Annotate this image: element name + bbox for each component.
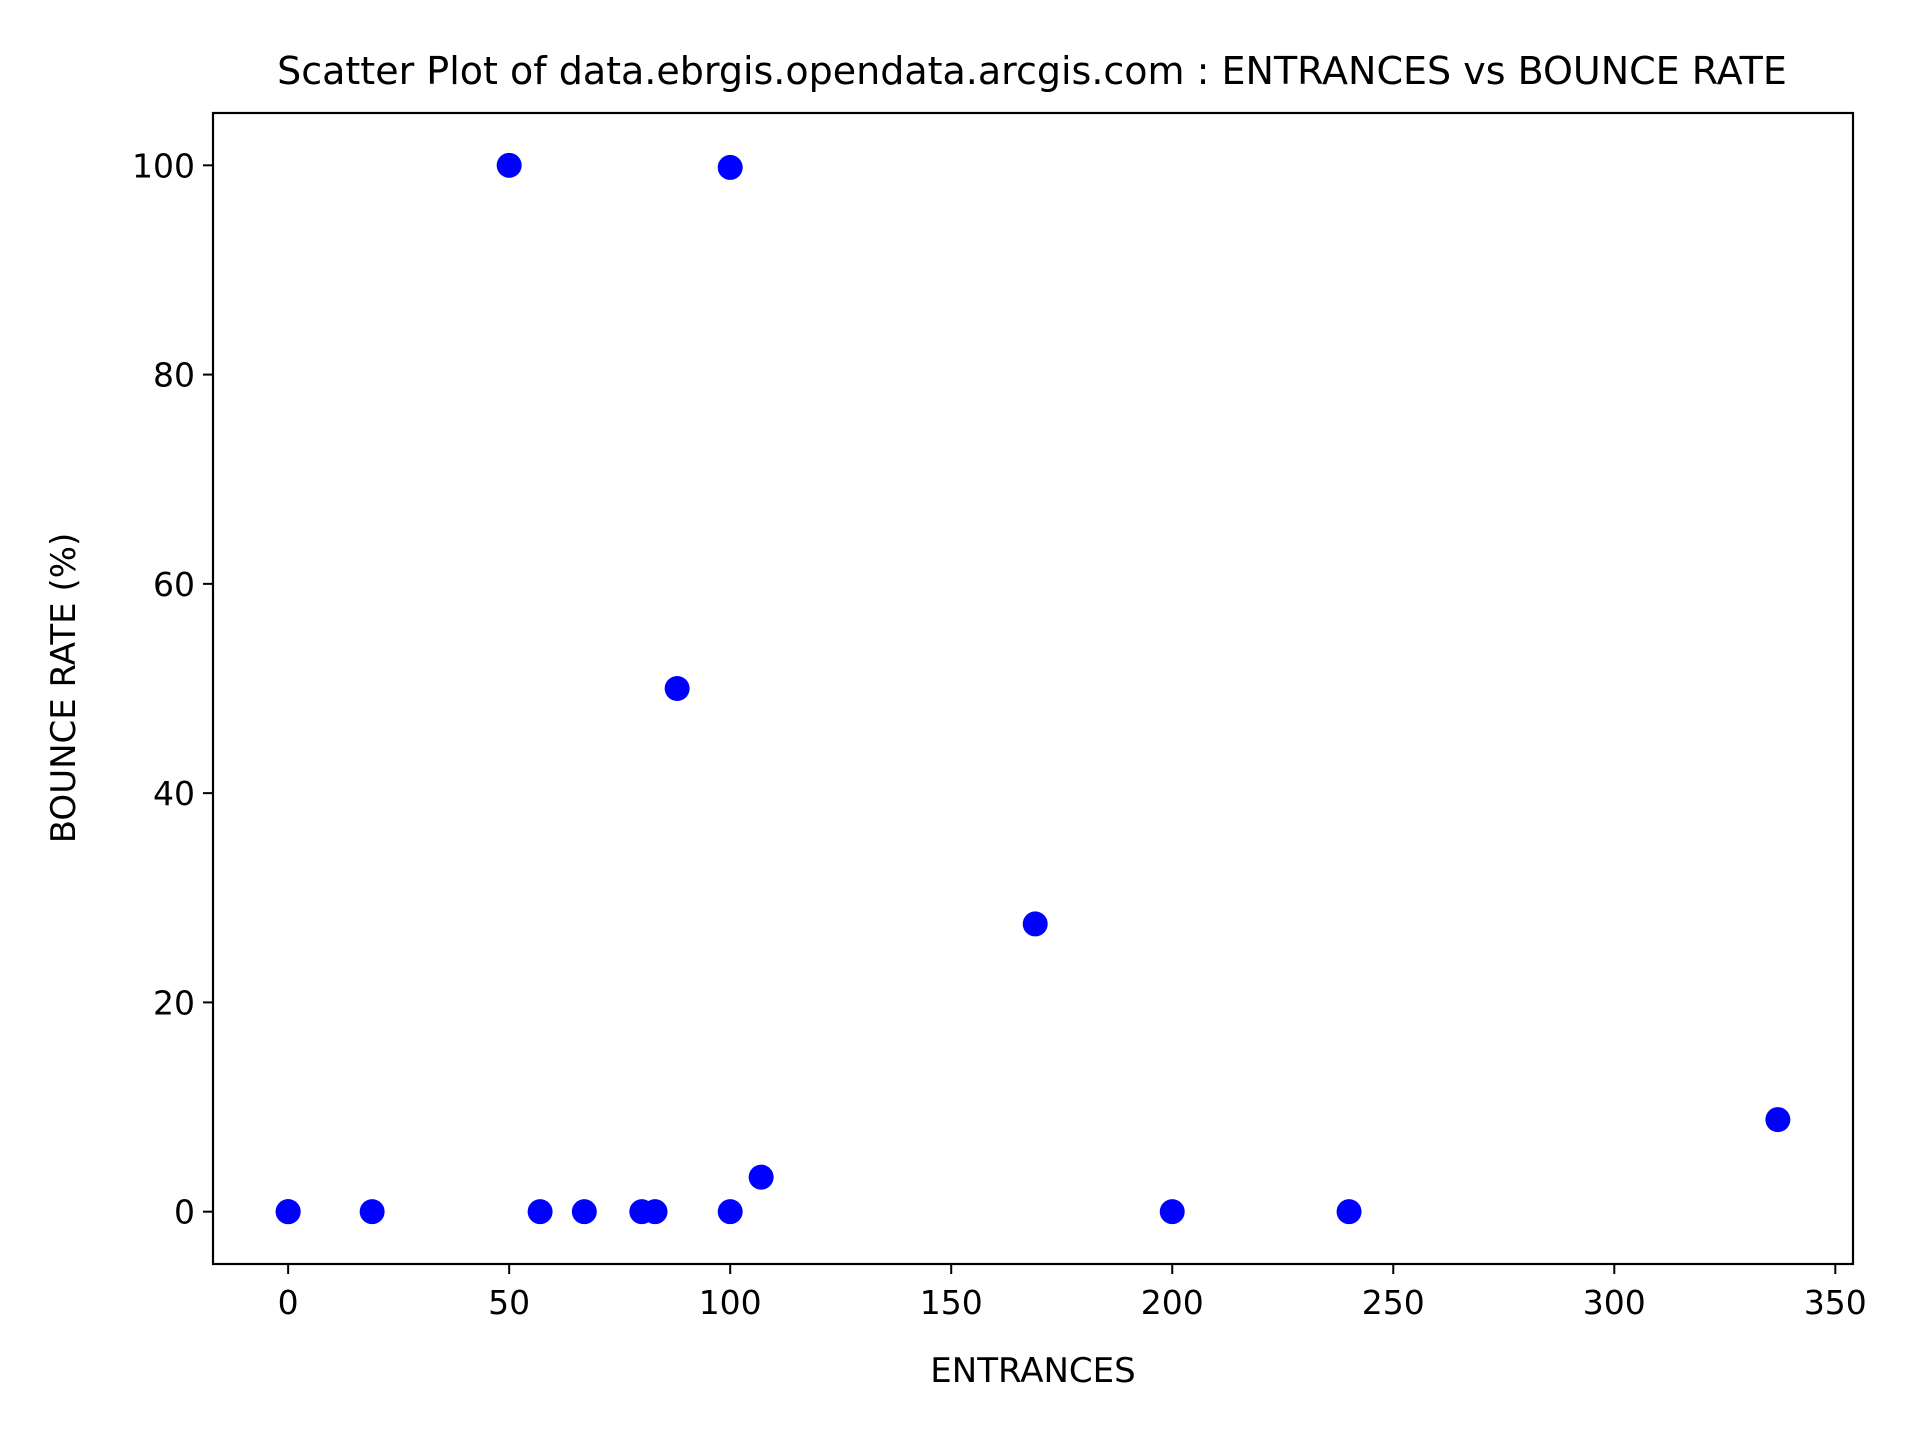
data-point xyxy=(275,1199,301,1225)
x-tick-label: 350 xyxy=(1804,1283,1867,1322)
y-axis-label: BOUNCE RATE (%) xyxy=(44,533,84,844)
data-point xyxy=(1765,1107,1791,1133)
data-point xyxy=(527,1199,553,1225)
data-point xyxy=(1336,1199,1362,1225)
chart-title: Scatter Plot of data.ebrgis.opendata.arc… xyxy=(277,49,1787,93)
data-point xyxy=(1159,1199,1185,1225)
x-tick-label: 250 xyxy=(1362,1283,1425,1322)
axes-frame xyxy=(211,111,1855,1266)
y-tick-label: 0 xyxy=(174,1193,195,1232)
plot-area xyxy=(275,152,1791,1225)
x-tick-label: 0 xyxy=(278,1283,299,1322)
y-tick-label: 20 xyxy=(153,983,195,1022)
y-tick-label: 40 xyxy=(153,774,195,813)
data-point xyxy=(717,154,743,180)
x-axis: 0 50 100 150 200 250 300 350 xyxy=(278,1264,1867,1322)
x-axis-label: ENTRANCES xyxy=(930,1351,1135,1391)
y-tick-label: 80 xyxy=(153,356,195,395)
x-tick-label: 300 xyxy=(1583,1283,1646,1322)
data-point xyxy=(748,1164,774,1190)
data-point xyxy=(1022,911,1048,937)
y-tick-label: 100 xyxy=(132,146,195,185)
data-point xyxy=(571,1199,597,1225)
y-axis: 0 20 40 60 80 100 xyxy=(132,146,213,1232)
data-point xyxy=(359,1199,385,1225)
data-point xyxy=(642,1199,668,1225)
data-point xyxy=(664,676,690,701)
x-tick-label: 100 xyxy=(699,1283,762,1322)
data-point xyxy=(496,152,522,178)
x-tick-label: 200 xyxy=(1141,1283,1204,1322)
data-point xyxy=(717,1199,743,1225)
x-tick-label: 50 xyxy=(488,1283,530,1322)
x-tick-label: 150 xyxy=(920,1283,983,1322)
y-tick-label: 60 xyxy=(153,565,195,604)
